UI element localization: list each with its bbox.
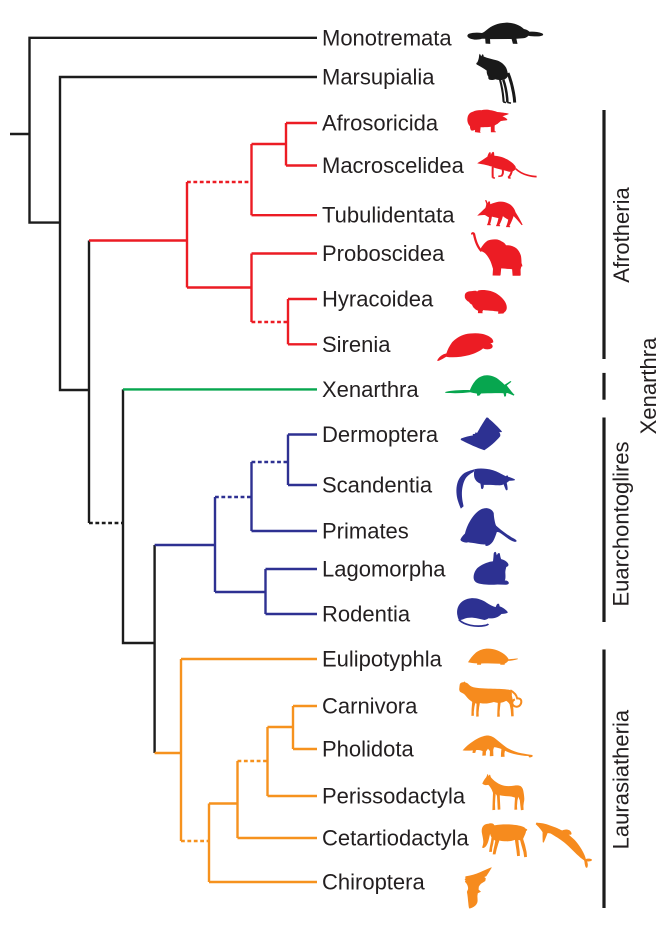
svg-text:Afrotheria: Afrotheria <box>609 187 634 283</box>
svg-text:Xenarthra: Xenarthra <box>322 377 419 402</box>
svg-text:Xenarthra: Xenarthra <box>636 337 661 434</box>
svg-text:Proboscidea: Proboscidea <box>322 241 445 266</box>
svg-text:Chiroptera: Chiroptera <box>322 870 425 895</box>
svg-text:Eulipotyphla: Eulipotyphla <box>322 647 443 672</box>
svg-text:Cetartiodactyla: Cetartiodactyla <box>322 826 470 851</box>
svg-text:Lagomorpha: Lagomorpha <box>322 557 446 582</box>
svg-text:Hyracoidea: Hyracoidea <box>322 287 434 312</box>
svg-text:Scandentia: Scandentia <box>322 473 433 498</box>
svg-text:Macroscelidea: Macroscelidea <box>322 153 465 178</box>
svg-text:Monotremata: Monotremata <box>322 25 452 50</box>
svg-text:Primates: Primates <box>322 519 409 544</box>
svg-text:Rodentia: Rodentia <box>322 602 411 627</box>
svg-text:Carnivora: Carnivora <box>322 694 418 719</box>
svg-text:Dermoptera: Dermoptera <box>322 422 439 447</box>
svg-text:Laurasiatheria: Laurasiatheria <box>609 709 634 849</box>
svg-text:Perissodactyla: Perissodactyla <box>322 784 466 809</box>
svg-text:Sirenia: Sirenia <box>322 332 391 357</box>
svg-text:Euarchontoglires: Euarchontoglires <box>608 441 633 606</box>
svg-text:Marsupialia: Marsupialia <box>322 65 435 90</box>
svg-text:Tubulidentata: Tubulidentata <box>322 203 455 228</box>
svg-text:Pholidota: Pholidota <box>322 737 415 762</box>
svg-text:Afrosoricida: Afrosoricida <box>322 111 439 136</box>
